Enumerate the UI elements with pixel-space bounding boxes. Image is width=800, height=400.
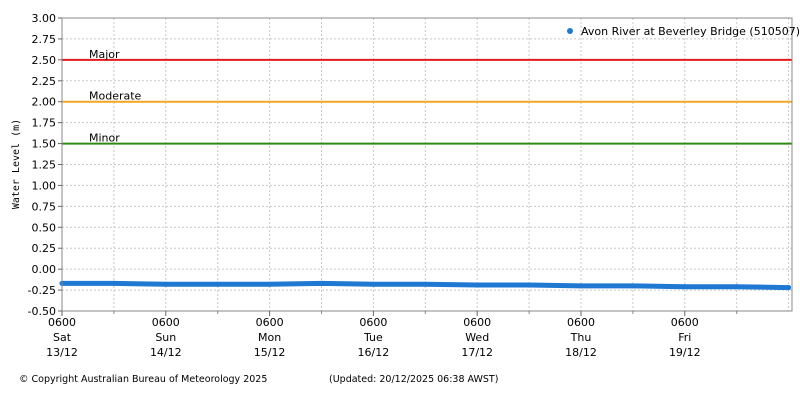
x-axis-ticks: 0600 Sat 13/12 0600 Sun 14/12 0600 Mon 15/12 0600… — [46, 311, 738, 359]
threshold-label-moderate: Moderate — [89, 90, 142, 103]
data-point — [215, 281, 221, 287]
y-tick-label: -0.50 — [28, 305, 56, 318]
data-point — [682, 284, 688, 290]
x-tick-label: 18/12 — [565, 346, 597, 359]
x-tick-label: 13/12 — [46, 346, 78, 359]
data-point — [474, 282, 480, 288]
y-tick-label: 2.50 — [32, 54, 57, 67]
x-tick-label: 0600 — [256, 316, 284, 329]
data-point — [163, 281, 169, 287]
x-tick-label: 0600 — [567, 316, 595, 329]
x-tick-label: 0600 — [152, 316, 180, 329]
x-tick-label: 0600 — [671, 316, 699, 329]
y-tick-label: 2.00 — [32, 96, 57, 109]
y-tick-label: 2.75 — [32, 33, 57, 46]
y-tick-label: 1.75 — [32, 117, 57, 130]
y-tick-label: 3.00 — [32, 12, 57, 25]
y-tick-label: 1.50 — [32, 138, 57, 151]
y-tick-label: 1.25 — [32, 159, 57, 172]
x-tick-label: 16/12 — [358, 346, 390, 359]
data-point — [422, 281, 428, 287]
y-tick-label: 0.25 — [32, 242, 57, 255]
y-axis-ticks: 3.00 2.75 2.50 2.25 2.00 1.75 1.50 1.25 1.00 0.75… — [28, 12, 62, 318]
data-point — [526, 282, 532, 288]
x-tick-label: Tue — [363, 331, 383, 344]
copyright-text: © Copyright Australian Bureau of Meteoro… — [19, 374, 268, 385]
data-point — [111, 280, 117, 286]
data-point — [786, 285, 792, 291]
data-point — [267, 281, 273, 287]
x-tick-label: 0600 — [359, 316, 387, 329]
data-point — [630, 283, 636, 289]
y-tick-label: 2.25 — [32, 75, 57, 88]
threshold-label-major: Major — [89, 48, 120, 61]
x-tick-label: Mon — [258, 331, 281, 344]
legend-marker — [567, 28, 573, 34]
x-tick-label: 0600 — [48, 316, 76, 329]
data-point — [734, 284, 740, 290]
x-tick-label: Thu — [570, 331, 592, 344]
water-level-chart: Major Moderate Minor 3.00 2.75 2.50 2.25 2.00 1… — [11, 12, 800, 359]
x-tick-label: Fri — [678, 331, 691, 344]
series-layer — [59, 280, 792, 291]
threshold-label-minor: Minor — [89, 132, 120, 145]
legend: Avon River at Beverley Bridge (510507) — [567, 25, 800, 38]
updated-text: (Updated: 20/12/2025 06:38 AWST) — [329, 374, 499, 385]
y-tick-label: -0.25 — [28, 284, 56, 297]
y-tick-label: 0.50 — [32, 221, 57, 234]
y-tick-label: 0.00 — [32, 263, 57, 276]
x-tick-label: Sun — [155, 331, 176, 344]
y-tick-label: 1.00 — [32, 179, 57, 192]
y-tick-label: 0.75 — [32, 200, 57, 213]
x-tick-label: 19/12 — [669, 346, 701, 359]
x-tick-label: Wed — [465, 331, 489, 344]
data-point — [370, 281, 376, 287]
threshold-lines: Major Moderate Minor — [62, 48, 792, 145]
data-point — [578, 283, 584, 289]
x-tick-label: 15/12 — [254, 346, 286, 359]
x-tick-label: 17/12 — [461, 346, 493, 359]
grid — [61, 17, 792, 312]
x-tick-label: 0600 — [463, 316, 491, 329]
legend-label: Avon River at Beverley Bridge (510507) — [581, 25, 800, 38]
data-point — [319, 280, 324, 286]
x-tick-label: Sat — [53, 331, 72, 344]
x-tick-label: 14/12 — [150, 346, 182, 359]
y-axis-label: Water Level (m) — [11, 119, 22, 209]
